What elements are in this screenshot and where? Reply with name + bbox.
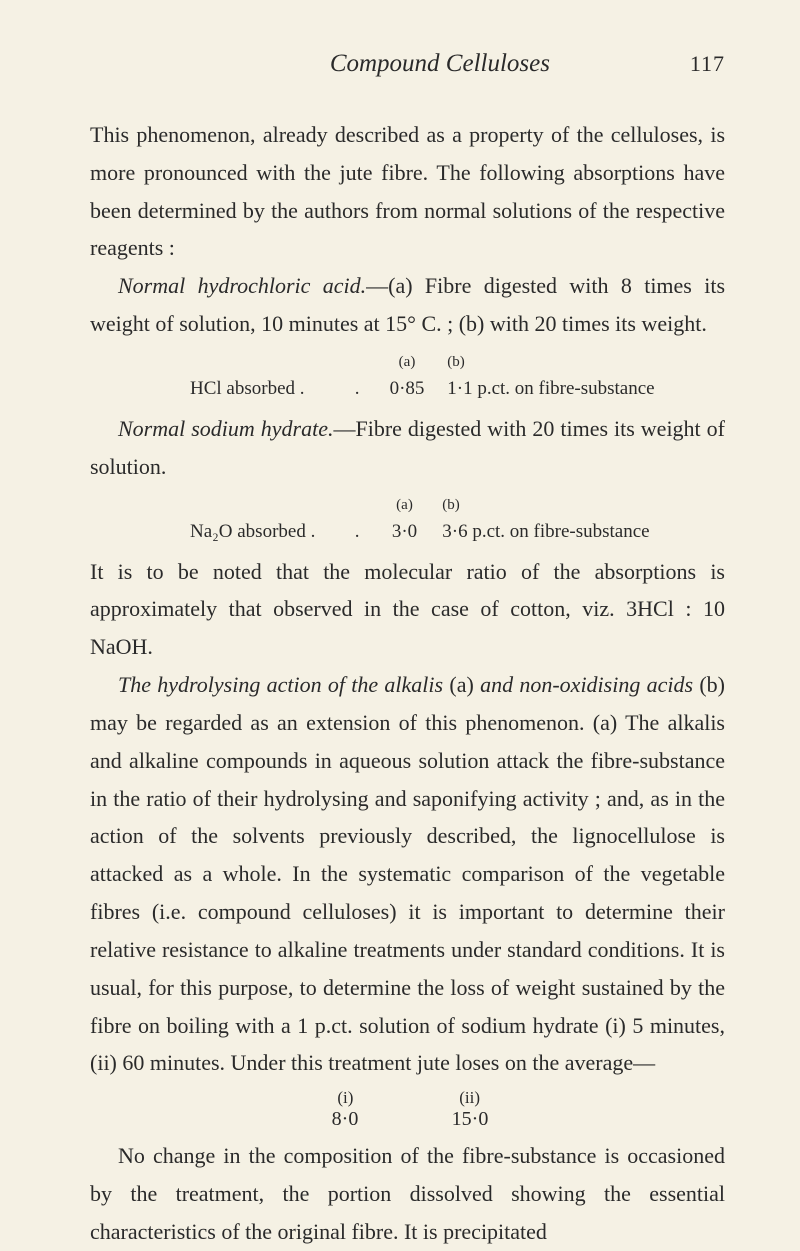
avg-val-i: 8·0: [285, 1108, 405, 1131]
paragraph-6: No change in the composition of the fibr…: [90, 1137, 725, 1250]
para3-lead: Normal sodium hydrate.: [118, 416, 334, 441]
avg-label-i: (i): [285, 1088, 405, 1108]
average-values-block: (i) (ii) 8·0 15·0: [90, 1088, 725, 1131]
paragraph-1: This phenomenon, already described as a …: [90, 116, 725, 267]
na2o-val-a: 3·0: [380, 518, 430, 547]
paragraph-3: Normal sodium hydrate.—Fibre digested wi…: [90, 410, 725, 486]
na2o-label-a: (a): [380, 494, 430, 517]
page-header: Compound Celluloses 117: [90, 50, 725, 78]
na2o-data-line: Na₂O absorbed . . (a) (b) 3·0 3·6 p.ct. …: [90, 490, 725, 547]
hcl-val-b: 1·1 p.ct. on fibre-substance: [439, 375, 654, 404]
na2o-val-b: 3·6 p.ct. on fibre-substance: [434, 518, 649, 547]
na2o-prefix: Na₂O absorbed .: [190, 518, 350, 547]
para5-lead: The hydrolysing action of the alkalis: [118, 672, 443, 697]
hcl-label-a: (a): [380, 351, 435, 374]
hcl-data-line: HCl absorbed . . (a) (b) 0·85 1·1 p.ct. …: [90, 347, 725, 404]
hcl-dot: .: [355, 375, 375, 404]
paragraph-5: The hydrolysing action of the alkalis (a…: [90, 666, 725, 1082]
para5-rest: (b) may be regarded as an extension of t…: [90, 672, 725, 1075]
paragraph-2: Normal hydrochloric acid.—(a) Fibre dige…: [90, 267, 725, 343]
avg-label-ii: (ii): [410, 1088, 530, 1108]
para5-mid1: (a): [443, 672, 480, 697]
na2o-dot: .: [355, 518, 375, 547]
hcl-prefix: HCl absorbed .: [190, 375, 350, 404]
na2o-label-b: (b): [434, 494, 472, 517]
hcl-val-a: 0·85: [380, 375, 435, 404]
page-number: 117: [690, 51, 725, 77]
hcl-label-b: (b): [439, 351, 477, 374]
paragraph-4: It is to be noted that the molecular rat…: [90, 553, 725, 666]
avg-val-ii: 15·0: [410, 1108, 530, 1131]
para2-lead: Normal hydrochloric acid.: [118, 273, 366, 298]
para5-italic2: and non-oxidising acids: [480, 672, 693, 697]
running-title: Compound Celluloses: [90, 50, 690, 78]
